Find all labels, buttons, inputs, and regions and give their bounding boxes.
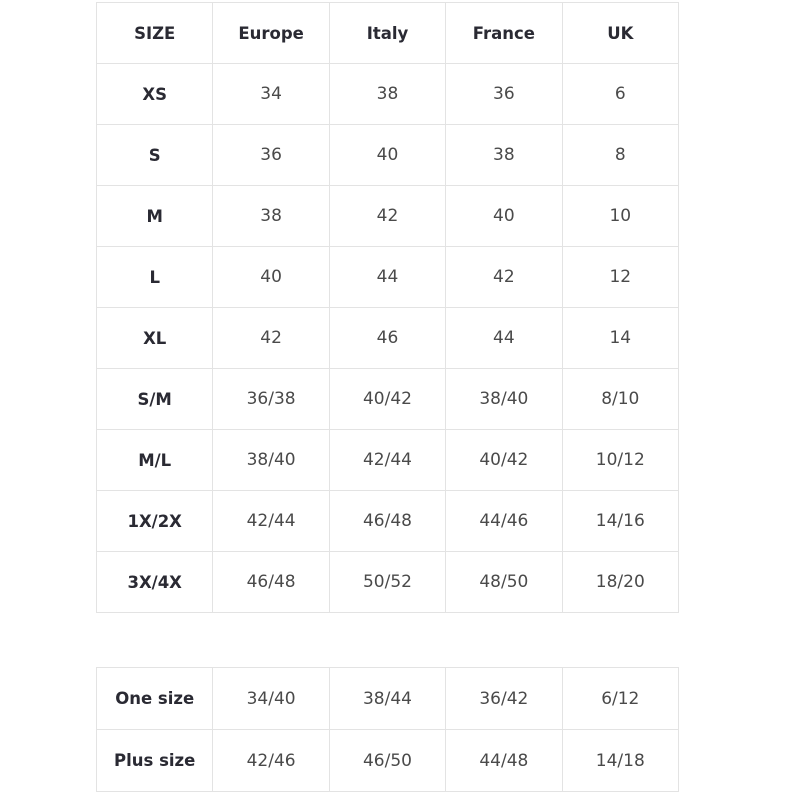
table-cell: 14/18 bbox=[561, 729, 680, 792]
table-cell: 42 bbox=[445, 246, 563, 308]
table-cell: 36/38 bbox=[212, 368, 330, 430]
table-cell: 50/52 bbox=[328, 551, 447, 613]
column-header: Europe bbox=[212, 2, 330, 64]
table-row: XS 34 38 36 6 bbox=[95, 63, 680, 125]
table-cell: 46/48 bbox=[328, 490, 447, 552]
row-header: One size bbox=[95, 667, 214, 730]
table-cell: 46/48 bbox=[212, 551, 330, 613]
table-cell: 34/40 bbox=[212, 667, 330, 730]
table-cell: 40 bbox=[212, 246, 330, 308]
table-row: L 40 44 42 12 bbox=[95, 246, 680, 308]
table-cell: 10 bbox=[561, 185, 680, 247]
row-header: 3X/4X bbox=[95, 551, 214, 613]
row-header: XL bbox=[95, 307, 214, 369]
column-header: Italy bbox=[328, 2, 447, 64]
table-cell: 38/40 bbox=[212, 429, 330, 491]
table-row: 3X/4X 46/48 50/52 48/50 18/20 bbox=[95, 551, 680, 613]
column-header: France bbox=[445, 2, 563, 64]
table-cell: 18/20 bbox=[561, 551, 680, 613]
table-row: S 36 40 38 8 bbox=[95, 124, 680, 186]
table-cell: 8 bbox=[561, 124, 680, 186]
table-cell: 44 bbox=[445, 307, 563, 369]
row-header: M/L bbox=[95, 429, 214, 491]
table-cell: 6 bbox=[561, 63, 680, 125]
special-size-table: One size 34/40 38/44 36/42 6/12 Plus size 42/4… bbox=[95, 667, 680, 792]
row-header: 1X/2X bbox=[95, 490, 214, 552]
row-header: S bbox=[95, 124, 214, 186]
table-cell: 8/10 bbox=[561, 368, 680, 430]
table-cell: 14/16 bbox=[561, 490, 680, 552]
table-cell: 40/42 bbox=[445, 429, 563, 491]
table-cell: 36 bbox=[445, 63, 563, 125]
table-cell: 36/42 bbox=[445, 667, 563, 730]
table-cell: 38 bbox=[328, 63, 447, 125]
row-header: M bbox=[95, 185, 214, 247]
table-cell: 38 bbox=[212, 185, 330, 247]
table-row: S/M 36/38 40/42 38/40 8/10 bbox=[95, 368, 680, 430]
table-cell: 44/46 bbox=[445, 490, 563, 552]
table-row: Plus size 42/46 46/50 44/48 14/18 bbox=[95, 729, 680, 792]
row-header: L bbox=[95, 246, 214, 308]
table-cell: 46/50 bbox=[328, 729, 447, 792]
header-row: SIZE Europe Italy France UK bbox=[95, 2, 680, 64]
table-cell: 42 bbox=[328, 185, 447, 247]
table-row: XL 42 46 44 14 bbox=[95, 307, 680, 369]
table-cell: 6/12 bbox=[561, 667, 680, 730]
table-row: One size 34/40 38/44 36/42 6/12 bbox=[95, 667, 680, 730]
column-header: UK bbox=[561, 2, 680, 64]
table-cell: 34 bbox=[212, 63, 330, 125]
row-header: S/M bbox=[95, 368, 214, 430]
column-header: SIZE bbox=[95, 2, 214, 64]
table-cell: 38/44 bbox=[328, 667, 447, 730]
table-cell: 42/46 bbox=[212, 729, 330, 792]
size-conversion-table: SIZE Europe Italy France UK XS 34 38 36 6 S 36 40 38 8… bbox=[95, 2, 680, 613]
table-cell: 38/40 bbox=[445, 368, 563, 430]
table-cell: 38 bbox=[445, 124, 563, 186]
table-cell: 14 bbox=[561, 307, 680, 369]
table-cell: 42/44 bbox=[328, 429, 447, 491]
table-cell: 42/44 bbox=[212, 490, 330, 552]
table-row: M/L 38/40 42/44 40/42 10/12 bbox=[95, 429, 680, 491]
row-header: XS bbox=[95, 63, 214, 125]
table-row: 1X/2X 42/44 46/48 44/46 14/16 bbox=[95, 490, 680, 552]
table-cell: 40 bbox=[445, 185, 563, 247]
table-cell: 42 bbox=[212, 307, 330, 369]
table-cell: 36 bbox=[212, 124, 330, 186]
row-header: Plus size bbox=[95, 729, 214, 792]
table-cell: 40/42 bbox=[328, 368, 447, 430]
table-cell: 46 bbox=[328, 307, 447, 369]
table-cell: 44/48 bbox=[445, 729, 563, 792]
table-cell: 12 bbox=[561, 246, 680, 308]
table-cell: 48/50 bbox=[445, 551, 563, 613]
table-cell: 44 bbox=[328, 246, 447, 308]
table-cell: 10/12 bbox=[561, 429, 680, 491]
table-row: M 38 42 40 10 bbox=[95, 185, 680, 247]
table-cell: 40 bbox=[328, 124, 447, 186]
